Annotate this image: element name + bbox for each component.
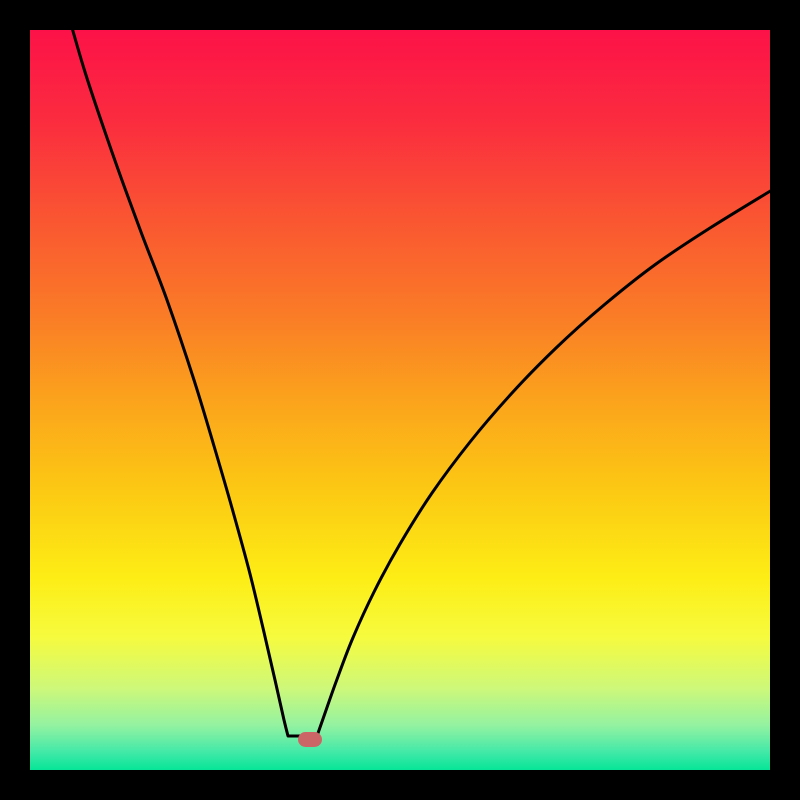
bottleneck-curve bbox=[30, 30, 770, 770]
frame-right bbox=[770, 0, 800, 800]
frame-top bbox=[0, 0, 800, 30]
plot-area bbox=[30, 30, 770, 770]
optimal-marker bbox=[298, 732, 322, 747]
frame-left bbox=[0, 0, 30, 800]
frame-bottom bbox=[0, 770, 800, 800]
curve-path bbox=[62, 0, 772, 736]
